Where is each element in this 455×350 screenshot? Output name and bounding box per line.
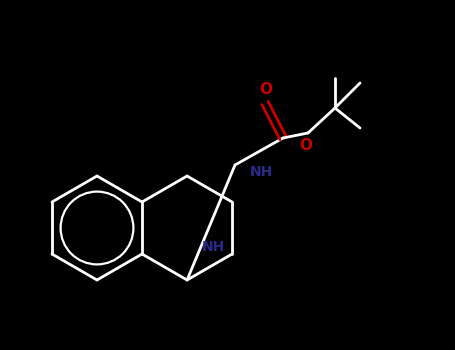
Text: NH: NH xyxy=(202,240,225,254)
Text: NH: NH xyxy=(249,165,273,179)
Text: O: O xyxy=(299,138,313,153)
Text: O: O xyxy=(259,82,273,97)
